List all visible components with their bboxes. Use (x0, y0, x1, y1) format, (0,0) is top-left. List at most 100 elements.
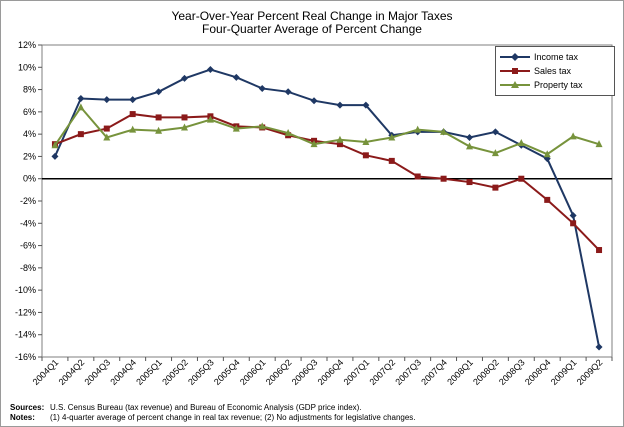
property-tax-point (595, 140, 603, 148)
sales-tax-point (518, 175, 525, 182)
sources-label: Sources: (10, 403, 45, 412)
income-tax-point (77, 94, 85, 102)
x-tick-label: 2004Q4 (108, 357, 138, 387)
legend-item-income: Income tax (496, 50, 614, 64)
sales-tax-point (414, 173, 421, 180)
x-tick-label: 2005Q4 (212, 357, 242, 387)
income-tax-point (258, 84, 266, 92)
property-tax-point (232, 124, 240, 132)
x-tick-label: 2009Q1 (549, 357, 579, 387)
sales-tax-point (596, 247, 603, 254)
x-tick-label: 2005Q3 (186, 357, 216, 387)
y-tick-label: 10% (18, 62, 36, 72)
income-tax-point (284, 88, 292, 96)
y-tick-label: -14% (15, 330, 36, 340)
notes-text: (1) 4-quarter average of percent change … (50, 413, 416, 422)
income-tax-point (595, 343, 603, 351)
y-tick-label: 8% (23, 85, 36, 95)
x-tick-label: 2004Q2 (57, 357, 87, 387)
property-tax-line (54, 105, 600, 156)
property-tax-point (569, 132, 577, 140)
y-tick-label: -12% (15, 307, 36, 317)
property-tax-point (155, 126, 163, 134)
income-tax-point (51, 152, 59, 160)
y-tick-label: 2% (23, 151, 36, 161)
sales-tax-point (544, 196, 551, 203)
x-tick-label: 2007Q3 (393, 357, 423, 387)
sales-tax-point (492, 184, 499, 191)
property-tax-point (129, 125, 137, 133)
x-tick-label: 2005Q2 (160, 357, 190, 387)
legend-label-income: Income tax (534, 52, 579, 62)
y-tick-label: -8% (20, 263, 36, 273)
income-legend-swatch (500, 53, 530, 61)
chart-title: Year-Over-Year Percent Real Change in Ma… (171, 9, 453, 23)
property-tax-point (414, 125, 422, 133)
income-tax-point (569, 211, 577, 219)
x-tick-label: 2008Q2 (471, 357, 501, 387)
sales-tax-point (570, 220, 577, 227)
chart-subtitle: Four-Quarter Average of Percent Change (202, 22, 422, 36)
legend-item-sales: Sales tax (496, 64, 614, 78)
sales-tax-point (362, 152, 369, 159)
income-tax-point (466, 133, 473, 141)
notes-line: Notes: (1) 4-quarter average of percent c… (10, 413, 416, 423)
property-tax-point (284, 129, 292, 137)
sales-legend-swatch (500, 68, 530, 74)
sources-line: Sources: U.S. Census Bureau (tax revenue)… (10, 403, 416, 413)
sources-text: U.S. Census Bureau (tax revenue) and Bur… (50, 403, 362, 412)
x-tick-label: 2008Q3 (497, 357, 527, 387)
property-tax-point (310, 140, 318, 148)
income-tax-point (129, 96, 137, 104)
property-tax-point (51, 141, 59, 149)
property-tax-point (517, 139, 525, 147)
sales-tax-point (466, 179, 473, 186)
property-tax-point (388, 133, 396, 141)
sales-tax-point (336, 141, 343, 148)
legend-label-sales: Sales tax (534, 66, 572, 76)
y-tick-label: -4% (20, 218, 36, 228)
income-tax-line (54, 68, 601, 348)
property-tax-point (181, 123, 188, 131)
x-tick-label: 2008Q4 (523, 357, 553, 387)
y-tick-label: -6% (20, 241, 36, 251)
income-tax-point (310, 97, 318, 105)
sales-tax-point (440, 175, 447, 182)
income-tax-point (232, 73, 240, 81)
income-tax-point (103, 96, 111, 104)
x-tick-label: 2009Q2 (575, 357, 605, 387)
income-tax-point (181, 74, 188, 82)
y-tick-label: -2% (20, 196, 36, 206)
property-tax-point (491, 149, 499, 157)
legend-label-property: Property tax (534, 80, 583, 90)
property-tax-point (543, 150, 551, 158)
sales-tax-point (129, 111, 136, 118)
property-legend-swatch (500, 81, 530, 88)
x-tick-label: 2006Q4 (316, 357, 346, 387)
sales-tax-point (181, 114, 188, 121)
sales-tax-point (77, 131, 84, 138)
property-tax-point (440, 127, 448, 135)
y-tick-label: 12% (18, 40, 36, 50)
x-tick-label: 2008Q1 (445, 357, 475, 387)
x-tick-label: 2006Q1 (238, 357, 268, 387)
property-tax-point (362, 137, 370, 145)
x-tick-label: 2004Q3 (82, 357, 112, 387)
x-tick-label: 2007Q1 (342, 357, 372, 387)
sales-tax-point (155, 114, 162, 121)
property-tax-point (103, 133, 111, 141)
y-tick-label: 6% (23, 107, 36, 117)
sales-tax-point (103, 125, 110, 132)
income-tax-point (362, 101, 370, 109)
y-tick-label: 0% (23, 174, 36, 184)
sales-tax-line (54, 113, 600, 251)
x-tick-label: 2006Q2 (264, 357, 294, 387)
x-tick-label: 2006Q3 (290, 357, 320, 387)
property-tax-point (466, 142, 473, 150)
income-tax-point (206, 66, 214, 74)
property-tax-point (258, 122, 266, 130)
x-tick-label: 2007Q4 (419, 357, 449, 387)
notes-label: Notes: (10, 413, 35, 422)
property-tax-point (77, 103, 85, 111)
